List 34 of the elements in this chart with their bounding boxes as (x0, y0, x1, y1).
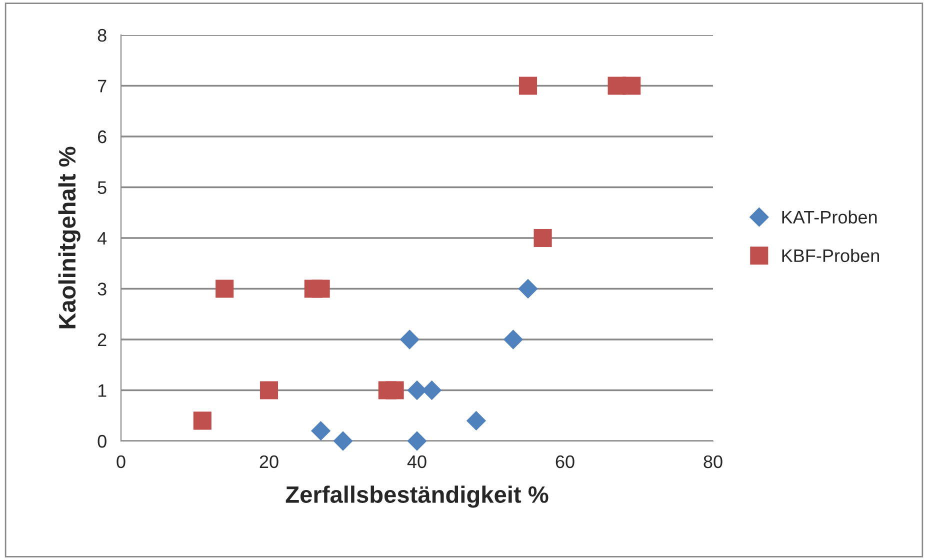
y-tick-label: 8 (98, 28, 106, 42)
y-tick-label: 4 (97, 232, 107, 245)
point (311, 421, 330, 440)
point (518, 76, 538, 95)
point (422, 380, 442, 400)
point (622, 76, 641, 95)
x-tick-label: 0 (116, 455, 126, 468)
x-tick-label: 40 (407, 455, 426, 468)
point (333, 431, 353, 451)
y-tick-label: 2 (98, 333, 106, 346)
point (312, 280, 330, 298)
point (260, 381, 278, 400)
y-axis-title: Kaolinitgehalt % (58, 146, 80, 328)
legend-label: KAT-Proben (782, 210, 877, 224)
y-tick-label: 6 (98, 130, 106, 144)
y-tick-label: 5 (98, 181, 106, 194)
point (216, 280, 234, 298)
legend-label: KBF-Proben (782, 248, 879, 262)
point (504, 330, 523, 350)
point (407, 431, 427, 451)
y-tick-label: 0 (98, 434, 106, 448)
point (466, 411, 486, 430)
y-tick-label: 7 (98, 80, 106, 92)
y-tick-label: 1 (98, 384, 106, 397)
point (386, 381, 404, 400)
point (534, 228, 552, 248)
x-axis-title: Zerfallsbeständigkeit % (286, 486, 548, 508)
x-tick-label: 20 (260, 455, 278, 468)
point (193, 412, 212, 430)
x-tick-label: 60 (556, 455, 574, 468)
point (518, 279, 538, 298)
point (400, 330, 420, 350)
y-tick-label: 3 (98, 282, 106, 296)
x-tick-label: 80 (704, 455, 722, 468)
